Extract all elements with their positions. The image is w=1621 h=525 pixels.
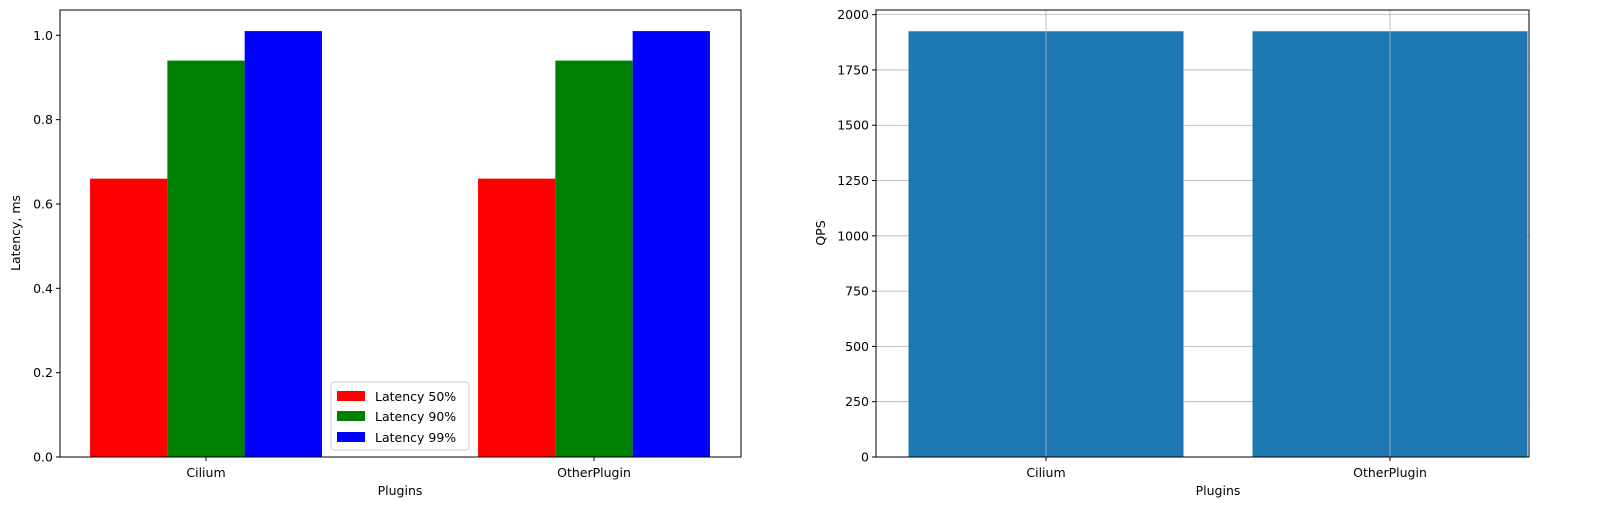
legend-label-99: Latency 99% [375,430,456,445]
bar-otherplugin-99 [632,31,710,458]
x-tick-label: OtherPlugin [557,465,631,480]
y-tick-label: 1000 [837,228,869,243]
y-tick-label: 1500 [837,118,869,133]
y-tick-label: 0.6 [33,196,53,211]
latency-plot-frame [59,9,742,458]
legend-swatch-99 [337,432,365,442]
y-tick-label: 0.2 [33,365,53,380]
y-tick-label: 0.8 [33,112,53,127]
qps-chart: 0 250 500 750 1000 1250 1500 1750 2000 Cilium Oth… [813,7,1530,498]
latency-x-ticks: Cilium OtherPlugin [186,457,631,480]
latency-x-axis-label: Plugins [378,483,423,498]
legend-label-50: Latency 50% [375,389,456,404]
legend-swatch-90 [337,411,365,421]
y-tick-label: 0 [861,450,869,465]
y-tick-label: 1.0 [33,28,53,43]
bar-otherplugin-90 [555,60,633,458]
y-tick-label: 500 [845,339,869,354]
bar-cilium-90 [167,60,245,458]
qps-x-ticks: Cilium OtherPlugin [1026,457,1427,480]
y-tick-label: 0.4 [33,281,53,296]
y-tick-label: 750 [845,284,869,299]
qps-plot-frame [875,9,1530,458]
y-tick-label: 250 [845,394,869,409]
x-tick-label: OtherPlugin [1353,465,1427,480]
qps-y-ticks: 0 250 500 750 1000 1250 1500 1750 2000 [837,7,876,465]
legend-label-90: Latency 90% [375,409,456,424]
x-tick-label: Cilium [186,465,225,480]
qps-y-axis-label: QPS [813,220,828,245]
y-tick-label: 1750 [837,62,869,77]
legend-frame [330,381,470,451]
bar-cilium-50 [90,178,168,457]
qps-x-axis-label: Plugins [1196,483,1241,498]
latency-y-axis-label: Latency, ms [8,195,23,271]
latency-bars [90,31,710,458]
y-tick-label: 1250 [837,173,869,188]
legend-swatch-50 [337,391,365,401]
latency-y-ticks: 0.0 0.2 0.4 0.6 0.8 1.0 [33,28,60,465]
bar-cilium-99 [244,31,322,458]
bar-otherplugin-50 [478,178,556,457]
latency-legend: Latency 50% Latency 90% Latency 99% [330,381,470,451]
qps-bars [908,31,1528,457]
qps-grid-vertical [1045,10,1391,457]
x-tick-label: Cilium [1026,465,1065,480]
y-tick-label: 2000 [837,7,869,22]
latency-chart: 0.0 0.2 0.4 0.6 0.8 1.0 Cilium OtherPlugin Plu… [8,9,742,498]
y-tick-label: 0.0 [33,450,53,465]
